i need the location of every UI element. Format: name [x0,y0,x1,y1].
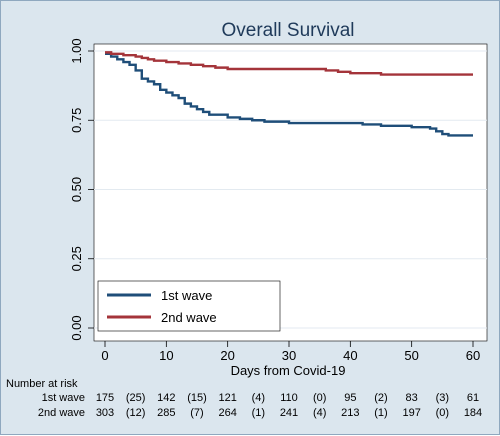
series-layer [105,51,473,137]
x-tick-label: 0 [101,348,108,363]
risk-row-label-1st-wave: 1st wave [42,392,85,404]
risk-cell: (1) [252,407,265,419]
y-tick-label: 1.00 [69,38,84,63]
x-tick-label: 50 [404,348,418,363]
risk-cell: 285 [157,407,175,419]
y-tick-label: 0.50 [69,177,84,202]
x-tick-label: 10 [159,348,173,363]
risk-cell: 61 [467,392,479,404]
legend-box [97,280,281,332]
risk-cell: (1) [374,407,387,419]
risk-cells: 175 (25) 142 (15) 121 (4) 110 (0) 95 (2) 83 (3) 61 30… [96,392,482,419]
series-line-1st-wave [105,52,473,137]
risk-cell: 197 [402,407,420,419]
x-tick-label: 40 [343,348,357,363]
risk-cell: 121 [218,392,236,404]
legend-label-1st-wave: 1st wave [161,288,212,303]
risk-table: Number at risk 1st wave 2nd wave 175 (25)… [6,378,482,419]
risk-cell: 303 [96,407,114,419]
x-axis-title: Days from Covid-19 [231,363,346,378]
legend-label-2nd-wave: 2nd wave [161,310,217,325]
y-tick-label: 0.75 [69,108,84,133]
x-tick-label: 60 [466,348,480,363]
risk-cell: 213 [341,407,359,419]
x-tick-label: 20 [220,348,234,363]
risk-cell: 95 [344,392,356,404]
risk-cell: 241 [280,407,298,419]
risk-cell: (3) [436,392,449,404]
risk-cell: (4) [313,407,326,419]
chart-title: Overall Survival [221,20,354,41]
series-line-2nd-wave [105,51,473,76]
risk-table-header: Number at risk [6,378,78,390]
legend: 1st wave 2nd wave [97,280,281,332]
risk-cell: (25) [126,392,146,404]
risk-cell: 110 [280,392,298,404]
y-tick-label: 0.00 [69,315,84,340]
risk-cell: 83 [406,392,418,404]
y-tick-label: 0.25 [69,246,84,271]
risk-cell: (4) [252,392,265,404]
risk-cell: 142 [157,392,175,404]
risk-cell: (0) [313,392,326,404]
risk-cell: (0) [436,407,449,419]
risk-cell: 264 [218,407,236,419]
risk-cell: 184 [464,407,482,419]
risk-cell: (12) [126,407,146,419]
risk-row-label-2nd-wave: 2nd wave [38,407,85,419]
x-tick-label: 30 [282,348,296,363]
risk-cell: (7) [190,407,203,419]
axes-layer: 0.00 0.25 0.50 0.75 1.00 0 10 20 30 40 50 60 [69,38,480,363]
risk-cell: 175 [96,392,114,404]
risk-cell: (15) [187,392,207,404]
risk-cell: (2) [374,392,387,404]
